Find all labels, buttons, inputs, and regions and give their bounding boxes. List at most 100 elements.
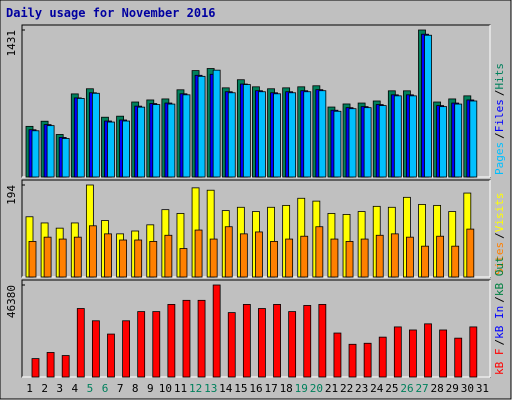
bar — [212, 69, 221, 178]
bar — [451, 245, 460, 278]
legend-separator: / — [493, 132, 506, 139]
bar — [393, 326, 402, 378]
y-tick-label: 194 — [5, 185, 18, 205]
bar — [363, 342, 372, 378]
x-tick-label: 23 — [355, 382, 368, 395]
bar — [303, 91, 312, 178]
bar — [167, 103, 176, 178]
bar — [107, 121, 115, 178]
bar — [375, 234, 384, 278]
bar — [270, 241, 278, 278]
bar — [288, 311, 297, 378]
bar — [439, 106, 448, 178]
bar — [197, 299, 206, 378]
bar — [197, 75, 206, 178]
legend-separator: / — [493, 90, 506, 97]
x-tick-label: 28 — [431, 382, 444, 395]
bar — [454, 337, 463, 378]
chart-title: Daily usage for November 2016 — [6, 6, 216, 20]
bar — [122, 120, 130, 178]
bar — [288, 92, 297, 178]
bar — [469, 100, 478, 178]
bar — [363, 107, 372, 178]
bar — [390, 233, 399, 278]
bar — [209, 238, 218, 278]
bar — [303, 305, 312, 378]
bar — [227, 312, 236, 378]
x-tick-label: 18 — [280, 382, 293, 395]
bar — [31, 130, 40, 178]
bar — [179, 248, 188, 278]
legend-entry: kB Out — [493, 256, 506, 296]
bar — [273, 304, 281, 378]
bar — [424, 34, 432, 178]
bar — [119, 239, 127, 278]
legend-entry: Sites — [493, 242, 506, 275]
bar — [285, 238, 294, 278]
x-tick-label: 4 — [72, 382, 79, 395]
bar — [318, 90, 327, 178]
bar — [137, 106, 146, 178]
x-tick-label: 29 — [446, 382, 459, 395]
bar — [122, 320, 130, 378]
x-tick-label: 8 — [132, 382, 139, 395]
bar — [393, 95, 402, 178]
bar — [345, 241, 354, 278]
x-tick-label: 24 — [370, 382, 384, 395]
x-tick-label: 10 — [159, 382, 172, 395]
x-tick-label: 12 — [189, 382, 202, 395]
bar — [76, 308, 85, 378]
legend-separator: / — [493, 339, 506, 346]
bar — [88, 225, 97, 278]
x-tick-label: 22 — [340, 382, 353, 395]
bar — [91, 92, 100, 178]
bar — [378, 336, 387, 378]
y-tick-label: 46380 — [5, 285, 18, 318]
bar — [348, 343, 357, 378]
x-tick-label: 17 — [264, 382, 277, 395]
bar — [300, 235, 309, 278]
bar — [424, 323, 432, 378]
x-tick-label: 15 — [234, 382, 247, 395]
bar — [439, 329, 448, 378]
x-tick-label: 11 — [174, 382, 187, 395]
bar — [333, 110, 342, 178]
bar — [104, 233, 112, 278]
legend-entry: Visits — [493, 193, 506, 233]
x-tick-label: 13 — [204, 382, 217, 395]
bar — [258, 308, 266, 378]
bar — [242, 304, 251, 378]
bar — [378, 105, 387, 178]
bar — [137, 311, 146, 378]
bar — [76, 98, 85, 178]
x-tick-label: 1 — [26, 382, 33, 395]
bar — [315, 226, 324, 278]
bar — [421, 245, 429, 278]
legend: kB F/kB In/kB Out — [493, 256, 506, 375]
legend-entry: Pages — [493, 142, 506, 175]
x-tick-label: 5 — [87, 382, 94, 395]
bar — [167, 304, 176, 378]
legend-entry: Hits — [493, 63, 506, 90]
x-tick-label: 2 — [41, 382, 48, 395]
bar — [152, 311, 161, 378]
x-tick-label: 6 — [102, 382, 109, 395]
y-tick-label: 1431 — [5, 30, 18, 57]
bar — [107, 333, 115, 378]
legend-separator: / — [493, 296, 506, 303]
bar — [258, 91, 266, 178]
bar — [409, 329, 417, 378]
x-tick-label: 14 — [219, 382, 233, 395]
x-tick-label: 27 — [415, 382, 428, 395]
bar — [61, 138, 70, 178]
bar — [61, 355, 70, 378]
bar — [73, 236, 82, 278]
x-tick-label: 21 — [325, 382, 338, 395]
bar — [406, 236, 414, 278]
x-tick-label: 7 — [117, 382, 124, 395]
legend: Pages/Files/Hits — [493, 63, 506, 175]
x-tick-label: 25 — [385, 382, 398, 395]
legend-entry: kB In — [493, 306, 506, 339]
bar — [273, 93, 281, 178]
bar — [436, 235, 445, 278]
